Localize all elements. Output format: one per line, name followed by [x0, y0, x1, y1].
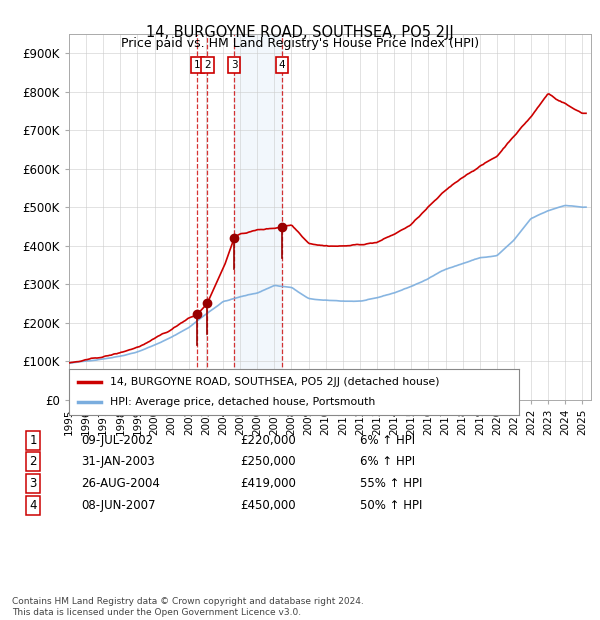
Text: 4: 4	[29, 499, 37, 511]
Text: 08-JUN-2007: 08-JUN-2007	[81, 499, 155, 511]
Text: 50% ↑ HPI: 50% ↑ HPI	[360, 499, 422, 511]
Text: 6% ↑ HPI: 6% ↑ HPI	[360, 434, 415, 446]
Text: 3: 3	[29, 477, 37, 490]
Bar	[234, 34, 282, 400]
Text: £250,000: £250,000	[240, 456, 296, 468]
Text: 26-AUG-2004: 26-AUG-2004	[81, 477, 160, 490]
Text: 3: 3	[231, 60, 238, 70]
Text: 6% ↑ HPI: 6% ↑ HPI	[360, 456, 415, 468]
Text: £220,000: £220,000	[240, 434, 296, 446]
Text: 1: 1	[29, 434, 37, 446]
Text: 2: 2	[204, 60, 211, 70]
Text: Contains HM Land Registry data © Crown copyright and database right 2024.
This d: Contains HM Land Registry data © Crown c…	[12, 598, 364, 617]
Text: 09-JUL-2002: 09-JUL-2002	[81, 434, 153, 446]
Text: 1: 1	[194, 60, 200, 70]
Text: 55% ↑ HPI: 55% ↑ HPI	[360, 477, 422, 490]
Text: 31-JAN-2003: 31-JAN-2003	[81, 456, 155, 468]
Text: 14, BURGOYNE ROAD, SOUTHSEA, PO5 2JJ (detached house): 14, BURGOYNE ROAD, SOUTHSEA, PO5 2JJ (de…	[110, 377, 439, 387]
Text: £450,000: £450,000	[240, 499, 296, 511]
Text: £419,000: £419,000	[240, 477, 296, 490]
Text: 14, BURGOYNE ROAD, SOUTHSEA, PO5 2JJ: 14, BURGOYNE ROAD, SOUTHSEA, PO5 2JJ	[146, 25, 454, 40]
Text: Price paid vs. HM Land Registry's House Price Index (HPI): Price paid vs. HM Land Registry's House …	[121, 37, 479, 50]
Text: HPI: Average price, detached house, Portsmouth: HPI: Average price, detached house, Port…	[110, 397, 375, 407]
Text: 4: 4	[278, 60, 285, 70]
Text: 2: 2	[29, 456, 37, 468]
